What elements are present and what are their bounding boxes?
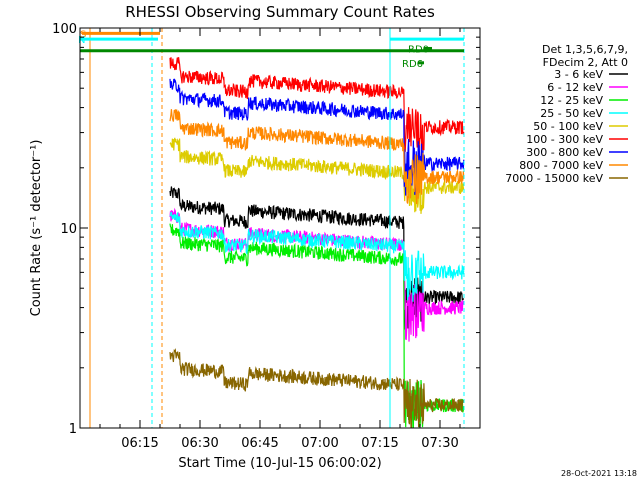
legend-label-4: 25 - 50 keV	[540, 107, 603, 120]
x-tick-label-3: 06:45	[241, 436, 278, 451]
status-bar-label-5: RD6	[402, 59, 423, 70]
status-bar-label-2: N	[78, 35, 85, 46]
x-tick-label-5: 07:15	[361, 436, 398, 451]
date-stamp: 28-Oct-2021 13:18	[561, 469, 637, 478]
legend-label-7: 300 - 800 keV	[526, 146, 603, 159]
x-tick-label-2: 06:30	[181, 436, 218, 451]
series-line-3	[169, 223, 465, 428]
status-bars-layer: SN RD6 RD0	[78, 29, 464, 70]
series-line-8	[169, 109, 465, 205]
status-bar-label-1: S	[80, 29, 86, 40]
series-line-4	[169, 211, 465, 302]
series-line-9	[169, 348, 465, 428]
series-line-5	[169, 137, 465, 214]
y-tick-label-2: 10	[60, 222, 77, 237]
legend-label-3: 12 - 25 keV	[540, 94, 603, 107]
legend-label-2: 6 - 12 keV	[547, 81, 603, 94]
legend-label-6: 100 - 300 keV	[526, 133, 603, 146]
legend-header-1: Det 1,3,5,6,7,9,	[542, 43, 628, 56]
data-series-layer	[169, 57, 465, 428]
legend: Det 1,3,5,6,7,9,FDecim 2, Att 03 - 6 keV…	[505, 43, 628, 185]
series-line-1	[169, 186, 465, 330]
legend-label-8: 800 - 7000 keV	[519, 159, 603, 172]
x-tick-label-1: 06:15	[121, 436, 158, 451]
status-bar-label-6: RD0	[408, 44, 429, 55]
axes-layer: 1 10 100 06:15 06:30 06:45 07:00 07:15 07:30	[52, 22, 481, 451]
x-axis-label: Start Time (10-Jul-15 06:00:02)	[178, 456, 381, 471]
time-markers-layer	[89, 28, 465, 428]
chart-title: RHESSI Observing Summary Count Rates	[125, 3, 435, 21]
legend-label-5: 50 - 100 keV	[533, 120, 603, 133]
legend-label-9: 7000 - 15000 keV	[505, 172, 603, 185]
y-tick-label-1: 1	[69, 422, 77, 437]
y-axis-label: Count Rate (s⁻¹ detector⁻¹)	[29, 140, 44, 317]
series-line-7	[169, 78, 465, 196]
legend-header-2: FDecim 2, Att 0	[543, 56, 628, 69]
x-tick-label-6: 07:30	[421, 436, 458, 451]
series-line-6	[169, 57, 465, 154]
y-tick-label-3: 100	[52, 22, 77, 37]
legend-label-1: 3 - 6 keV	[554, 68, 603, 81]
x-tick-label-4: 07:00	[301, 436, 338, 451]
